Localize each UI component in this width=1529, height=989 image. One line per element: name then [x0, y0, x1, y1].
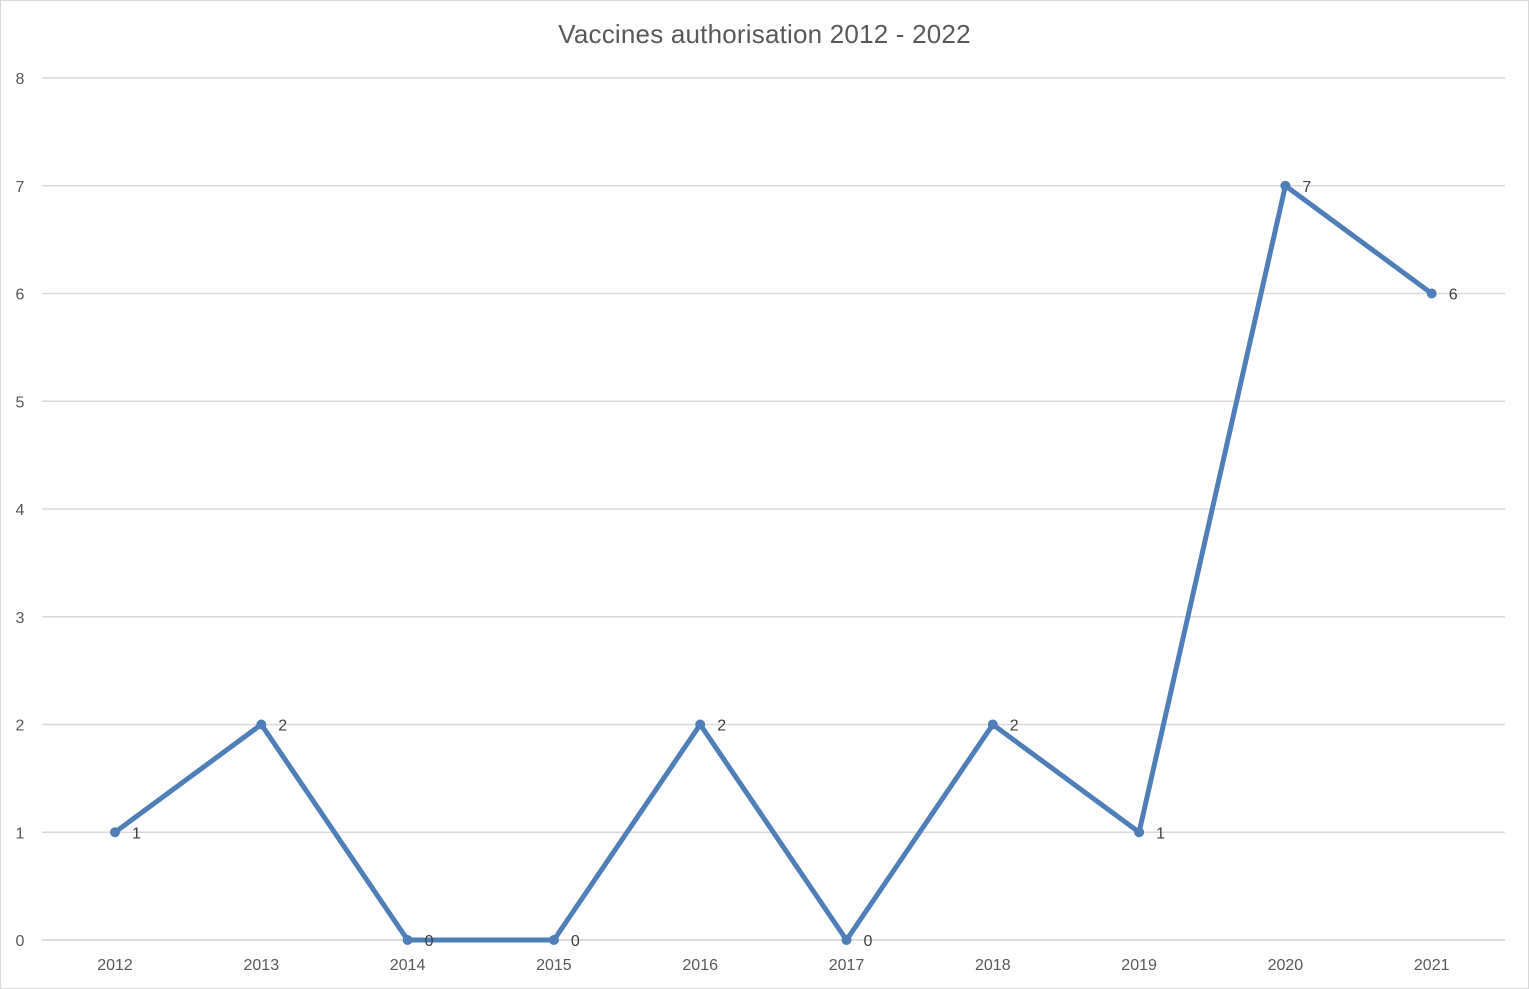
x-tick-label: 2015: [536, 957, 572, 974]
x-tick-label: 2020: [1268, 957, 1304, 974]
data-label: 2: [1010, 718, 1019, 735]
data-label: 1: [1156, 825, 1165, 842]
data-point: [1134, 827, 1145, 838]
data-label: 1: [132, 825, 141, 842]
data-label: 2: [278, 718, 287, 735]
data-point: [110, 827, 120, 838]
data-label: 6: [1449, 287, 1458, 304]
data-point: [695, 719, 706, 730]
x-tick-label: 2018: [975, 957, 1011, 974]
x-tick-label: 2016: [682, 957, 718, 974]
y-tick-label: 5: [16, 394, 25, 411]
data-point: [548, 935, 559, 945]
data-point: [402, 935, 413, 945]
x-tick-label: 2021: [1414, 957, 1450, 974]
data-point: [256, 719, 267, 730]
y-tick-label: 8: [16, 71, 25, 88]
y-tick-label: 7: [16, 179, 25, 196]
x-tick-label: 2013: [244, 957, 280, 974]
y-tick-label: 3: [16, 610, 25, 627]
data-label: 0: [425, 933, 434, 950]
data-point: [1280, 180, 1291, 191]
data-label: 0: [864, 933, 873, 950]
y-tick-label: 6: [16, 287, 25, 304]
y-tick-label: 0: [16, 933, 25, 950]
x-tick-label: 2017: [829, 957, 865, 974]
y-tick-label: 4: [16, 502, 25, 519]
data-point: [1426, 288, 1437, 299]
data-point: [987, 719, 998, 730]
y-tick-label: 1: [16, 825, 25, 842]
data-label: 7: [1302, 179, 1311, 196]
series-line: [112, 183, 1435, 943]
x-tick-label: 2012: [97, 957, 133, 974]
data-point: [841, 935, 852, 945]
y-tick-label: 2: [16, 718, 25, 735]
chart-title: Vaccines authorisation 2012 - 2022: [558, 19, 971, 49]
data-label: 0: [571, 933, 580, 950]
x-tick-label: 2019: [1121, 957, 1157, 974]
x-tick-label: 2014: [390, 957, 426, 974]
data-label: 2: [717, 718, 726, 735]
